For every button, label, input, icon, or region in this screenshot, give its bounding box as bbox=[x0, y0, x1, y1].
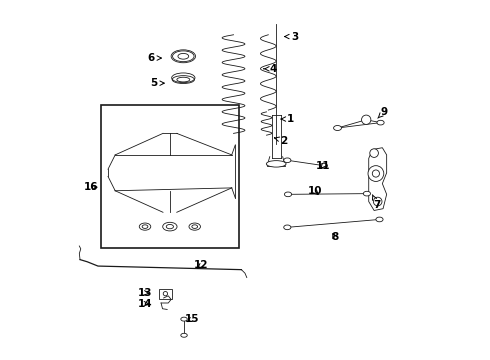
Ellipse shape bbox=[285, 192, 292, 197]
Ellipse shape bbox=[172, 51, 194, 62]
Ellipse shape bbox=[177, 77, 190, 82]
Ellipse shape bbox=[163, 222, 177, 231]
Circle shape bbox=[368, 166, 384, 181]
Ellipse shape bbox=[284, 225, 291, 230]
Text: 8: 8 bbox=[331, 232, 338, 242]
Text: 14: 14 bbox=[138, 299, 152, 309]
Ellipse shape bbox=[284, 158, 291, 163]
Text: 5: 5 bbox=[150, 78, 164, 88]
Ellipse shape bbox=[142, 225, 148, 228]
Circle shape bbox=[372, 170, 379, 177]
Ellipse shape bbox=[267, 161, 286, 167]
Text: 10: 10 bbox=[308, 186, 322, 197]
Ellipse shape bbox=[172, 76, 195, 84]
Ellipse shape bbox=[376, 217, 383, 222]
Circle shape bbox=[370, 149, 378, 157]
Ellipse shape bbox=[192, 225, 197, 228]
Text: 13: 13 bbox=[138, 288, 152, 298]
Ellipse shape bbox=[178, 53, 189, 59]
Ellipse shape bbox=[181, 317, 187, 321]
Text: 1: 1 bbox=[281, 114, 294, 124]
Text: 4: 4 bbox=[264, 64, 277, 74]
Bar bbox=[101, 105, 239, 248]
Text: 12: 12 bbox=[194, 260, 209, 270]
Text: 6: 6 bbox=[147, 53, 161, 63]
Ellipse shape bbox=[181, 333, 187, 337]
Ellipse shape bbox=[377, 120, 384, 125]
Ellipse shape bbox=[166, 225, 173, 229]
Text: 9: 9 bbox=[378, 107, 388, 118]
Text: 2: 2 bbox=[274, 136, 287, 145]
Text: 15: 15 bbox=[185, 314, 199, 324]
Circle shape bbox=[373, 197, 382, 206]
Text: 7: 7 bbox=[372, 195, 381, 210]
Ellipse shape bbox=[320, 163, 327, 168]
Text: 16: 16 bbox=[84, 182, 99, 192]
Circle shape bbox=[362, 115, 371, 125]
Text: 11: 11 bbox=[316, 161, 330, 171]
Ellipse shape bbox=[364, 191, 370, 196]
Text: 3: 3 bbox=[285, 32, 298, 41]
Ellipse shape bbox=[189, 223, 200, 230]
Ellipse shape bbox=[334, 126, 342, 131]
Ellipse shape bbox=[139, 223, 151, 230]
